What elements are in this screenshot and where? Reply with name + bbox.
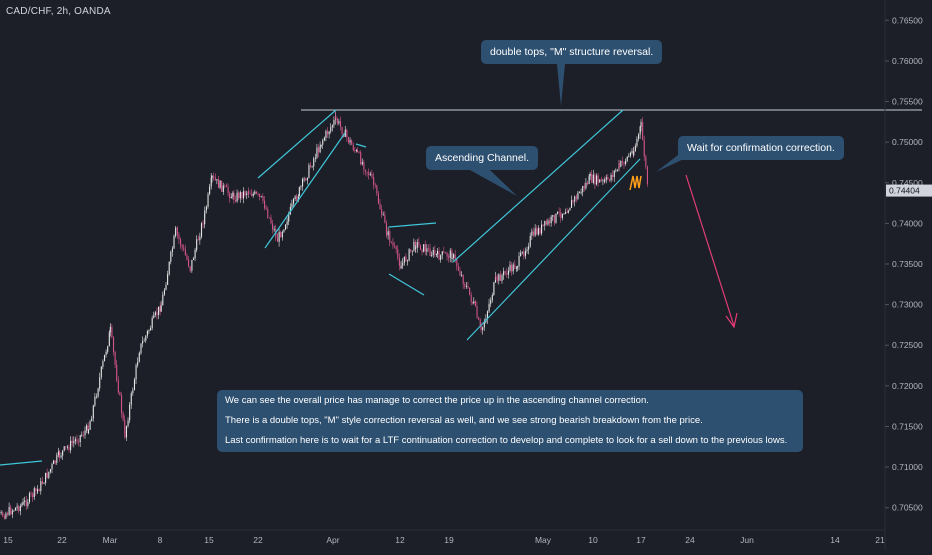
time-tick-label-0: 15 (3, 535, 13, 545)
time-tick-label-7: 12 (395, 535, 405, 545)
candle-141 (201, 222, 202, 239)
candle-213 (308, 163, 309, 178)
candle-101 (140, 343, 141, 355)
time-tick-label-11: 17 (636, 535, 646, 545)
note-line-1: We can see the overall price has manage … (225, 395, 795, 407)
candle-438 (647, 166, 648, 187)
candle-155 (221, 181, 222, 192)
candle-96 (134, 377, 135, 390)
candle-420 (620, 160, 621, 167)
candle-405 (599, 179, 600, 183)
current-price-label: 0.74404 (889, 186, 920, 196)
time-tick-label-5: 22 (253, 535, 263, 545)
double-top-callout[interactable]: double tops, "M" structure reversal. (481, 40, 662, 64)
time-tick-label-4: 15 (204, 535, 214, 545)
price-tick-label-11: 0.71000 (892, 462, 923, 472)
candle-377 (555, 213, 556, 223)
candle-119 (169, 261, 170, 276)
price-tick-label-8: 0.72500 (892, 340, 923, 350)
candle-336 (493, 282, 494, 296)
note-line-3: Last confirmation here is to wait for a … (225, 435, 795, 447)
price-tick-label-1: 0.76000 (892, 56, 923, 66)
time-tick-label-14: 14 (830, 535, 840, 545)
candle-320 (469, 287, 470, 295)
candle-93 (129, 402, 130, 423)
candle-122 (173, 234, 174, 249)
price-tick-label-10: 0.71500 (892, 421, 923, 431)
time-tick-label-10: 10 (588, 535, 598, 545)
analysis-notes[interactable]: We can see the overall price has manage … (217, 390, 803, 452)
price-tick-label-6: 0.73500 (892, 259, 923, 269)
candle-146 (207, 192, 208, 209)
time-tick-label-3: 8 (158, 535, 163, 545)
time-tick-label-15: 21 (875, 535, 885, 545)
price-tick-label-7: 0.73000 (892, 300, 923, 310)
time-tick-label-12: 24 (685, 535, 695, 545)
price-tick-label-2: 0.75500 (892, 97, 923, 107)
price-tick-label-9: 0.72000 (892, 381, 923, 391)
candle-79 (109, 330, 110, 346)
ascending-channel-callout[interactable]: Ascending Channel. (426, 146, 538, 170)
price-tick-label-0: 0.76500 (892, 15, 923, 25)
candle-27 (29, 492, 30, 504)
candle-290 (423, 244, 424, 252)
time-tick-label-2: Mar (103, 535, 118, 545)
candle-207 (299, 187, 300, 197)
time-tick-label-8: 19 (444, 535, 454, 545)
candle-198 (285, 224, 286, 230)
candle-288 (420, 245, 421, 250)
candle-247 (360, 150, 361, 165)
symbol-title: CAD/CHF, 2h, OANDA (6, 6, 111, 17)
candle-76 (104, 355, 105, 362)
candle-280 (409, 248, 410, 261)
price-tick-label-5: 0.74000 (892, 218, 923, 228)
time-tick-label-9: May (535, 535, 552, 545)
time-tick-label-6: Apr (326, 535, 339, 545)
price-tick-label-12: 0.70500 (892, 503, 923, 513)
price-tick-label-3: 0.75000 (892, 137, 923, 147)
note-line-2: There is a double tops, "M" style correc… (225, 415, 795, 427)
time-tick-label-1: 22 (57, 535, 67, 545)
confirmation-callout[interactable]: Wait for confirmation correction. (678, 136, 844, 160)
candle-18 (15, 507, 16, 511)
time-tick-label-13: Jun (740, 535, 754, 545)
candle-386 (569, 208, 570, 211)
